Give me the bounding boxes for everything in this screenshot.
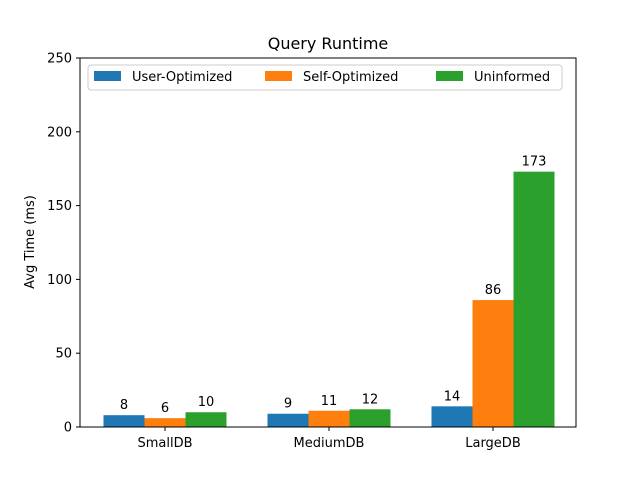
y-tick-label: 250 — [47, 52, 72, 67]
data-label: 9 — [284, 397, 292, 412]
plot-area: 8 9 14 6 11 86 10 12 173 0 50 100 150 200 250 SmallDB Me… — [47, 52, 577, 451]
legend-entry: User-Optimized — [132, 70, 232, 85]
data-label: 86 — [485, 283, 502, 298]
data-label: 173 — [522, 155, 547, 170]
legend-entry: Self-Optimized — [303, 70, 398, 85]
data-label: 14 — [444, 389, 461, 404]
y-tick-label: 150 — [47, 199, 72, 214]
bar-self-optimized-smalldb — [144, 418, 186, 427]
y-tick-label: 100 — [47, 273, 72, 288]
data-label: 10 — [198, 395, 215, 410]
axes-frame — [79, 57, 577, 428]
x-tick-label: MediumDB — [294, 436, 365, 451]
bar-self-optimized-mediumdb — [308, 410, 350, 427]
legend: User-Optimized Self-Optimized Uninformed — [87, 64, 563, 91]
data-label: 8 — [120, 398, 128, 413]
x-tick-label: SmallDB — [137, 436, 192, 451]
legend-swatch — [265, 71, 292, 81]
bar-uninformed-largedb — [513, 171, 555, 427]
data-label: 11 — [321, 394, 338, 409]
data-label: 12 — [362, 392, 379, 407]
x-tick-label: LargeDB — [465, 436, 521, 451]
data-label: 6 — [161, 401, 169, 416]
legend-swatch — [436, 71, 463, 81]
bar-user-optimized-largedb — [431, 406, 473, 427]
bar-user-optimized-mediumdb — [267, 413, 309, 427]
bar-user-optimized-smalldb — [103, 415, 145, 427]
bar-uninformed-smalldb — [185, 412, 227, 427]
chart-title: Query Runtime — [268, 34, 389, 53]
y-axis-label: Avg Time (ms) — [23, 195, 38, 289]
legend-swatch — [94, 71, 121, 81]
y-tick-label: 200 — [47, 125, 72, 140]
y-tick-label: 50 — [55, 347, 72, 362]
y-tick-label: 0 — [64, 421, 72, 436]
bar-self-optimized-largedb — [472, 300, 514, 427]
legend-entry: Uninformed — [474, 70, 550, 85]
bar-uninformed-mediumdb — [349, 409, 391, 427]
